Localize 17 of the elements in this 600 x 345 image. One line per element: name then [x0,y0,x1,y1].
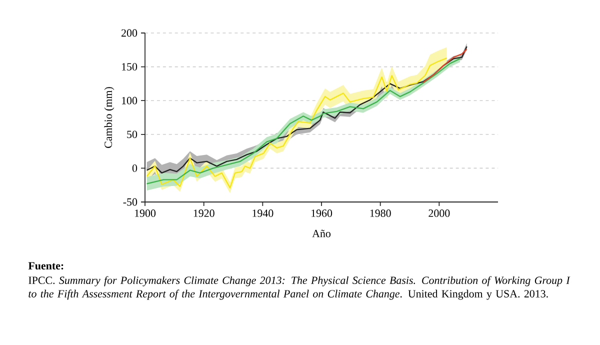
text: IPCC. Summary for Policymakers Climate Change 2013: The Physical Science Basis. Contribution of Working Group I to the Fifth Assessment Report of the Intergovernmental Panel on Climate Change. United Kingdom y USA. 2013. [28,276,570,300]
x-tick-label: 1900 [135,210,156,217]
x-tick-label: 2000 [428,210,450,217]
x-axis-title: Año [312,230,331,238]
y-tick-label: 150 [122,63,138,70]
y-tick-label: 200 [122,29,138,37]
x-tick-label: 1940 [252,210,274,217]
y-tick-label: 0 [132,164,138,172]
x-tick-label: 1980 [370,210,391,217]
y-tick-label: 100 [122,96,138,104]
y-tick-label: 50 [127,130,138,138]
source-note: Fuente: [28,262,64,270]
x-tick-label: 1960 [312,210,332,217]
y-tick-label: -50 [123,198,138,206]
y-axis-title: Cambio (mm) [104,87,114,148]
x-tick-label: 1920 [194,210,214,217]
line-series [422,48,468,83]
